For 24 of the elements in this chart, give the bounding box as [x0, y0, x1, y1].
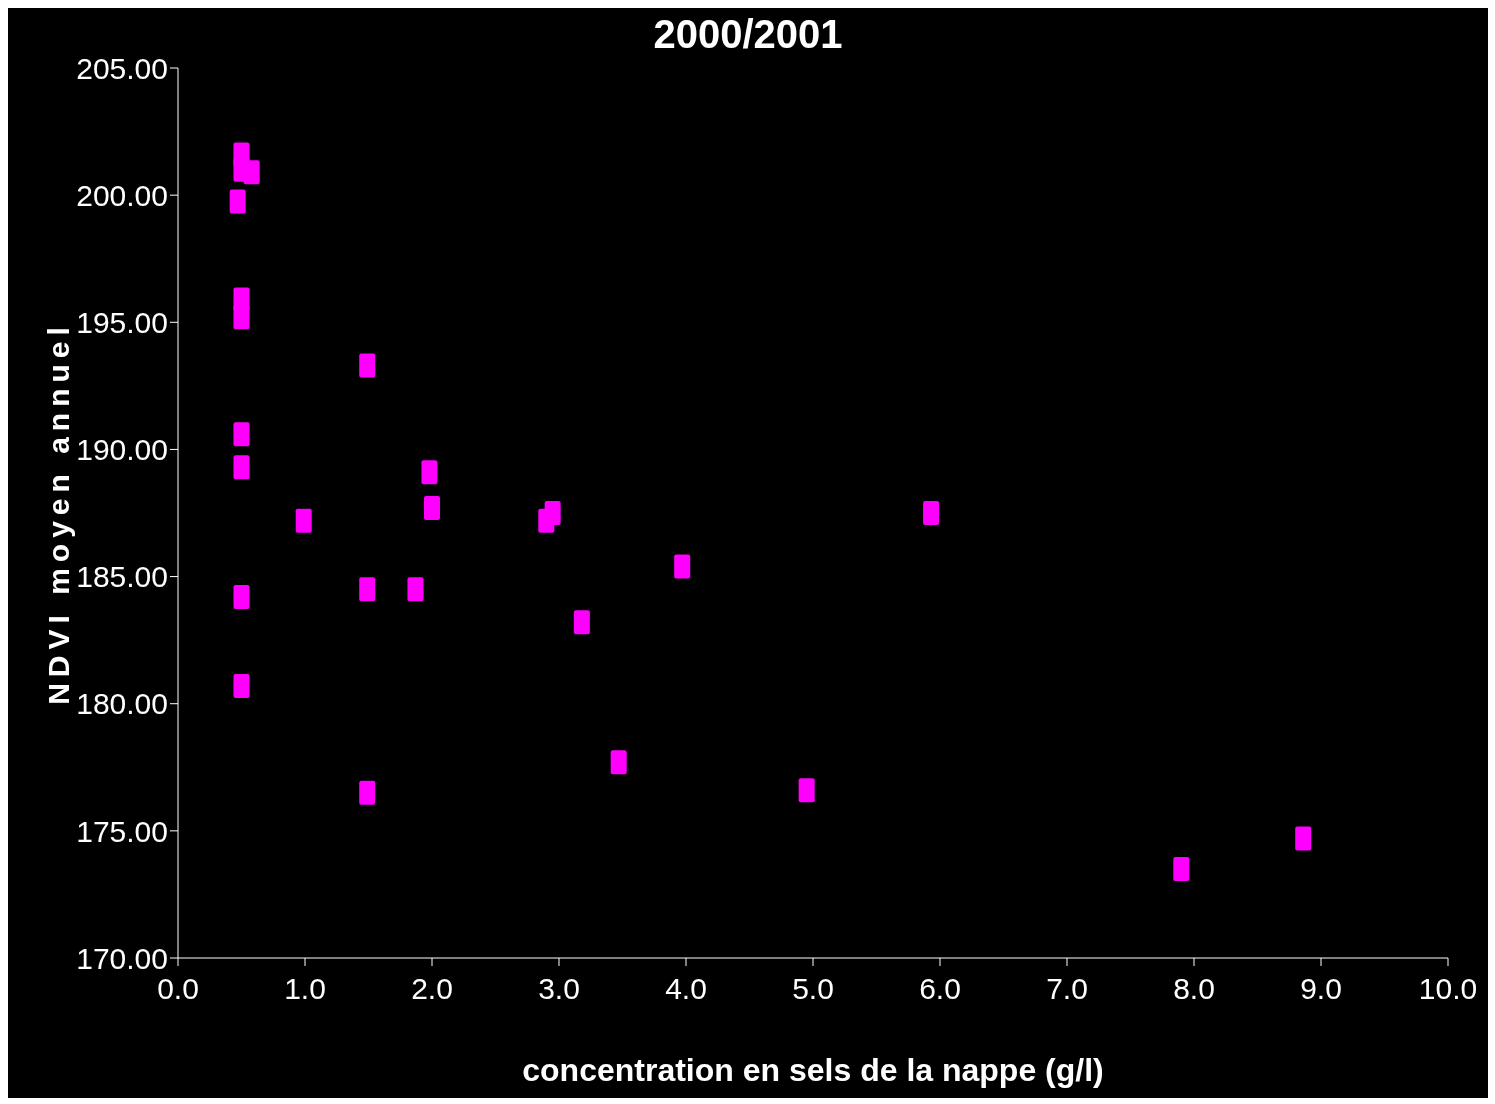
- x-tick-label: 1.0: [284, 972, 326, 1006]
- x-tick-label: 6.0: [919, 972, 961, 1006]
- y-tick-label: 195.00: [76, 305, 168, 339]
- x-tick-label: 7.0: [1046, 972, 1088, 1006]
- x-tick-label: 8.0: [1173, 972, 1215, 1006]
- y-tick-label: 200.00: [76, 178, 168, 212]
- y-tick-label: 185.00: [76, 560, 168, 594]
- y-tick-label: 205.00: [76, 51, 168, 85]
- x-tick-label: 4.0: [665, 972, 707, 1006]
- x-tick-label: 2.0: [411, 972, 453, 1006]
- x-tick-label: 10.0: [1418, 972, 1478, 1006]
- y-tick-label: 190.00: [76, 433, 168, 467]
- point: [923, 501, 940, 525]
- x-axis-title: concentration en sels de la nappe (g/l): [522, 1051, 1104, 1088]
- y-tick-label: 170.00: [76, 941, 168, 975]
- y-tick-label: 180.00: [76, 687, 168, 721]
- y-tick-label: 175.00: [76, 814, 168, 848]
- x-tick-label: 5.0: [792, 972, 834, 1006]
- point: [1173, 857, 1190, 881]
- chart-title: 2000/2001: [653, 12, 843, 56]
- x-tick-label: 0.0: [157, 972, 199, 1006]
- x-tick-label: 3.0: [538, 972, 580, 1006]
- y-axis-title: NDVI moyen annuel: [41, 321, 75, 705]
- x-tick-label: 9.0: [1300, 972, 1342, 1006]
